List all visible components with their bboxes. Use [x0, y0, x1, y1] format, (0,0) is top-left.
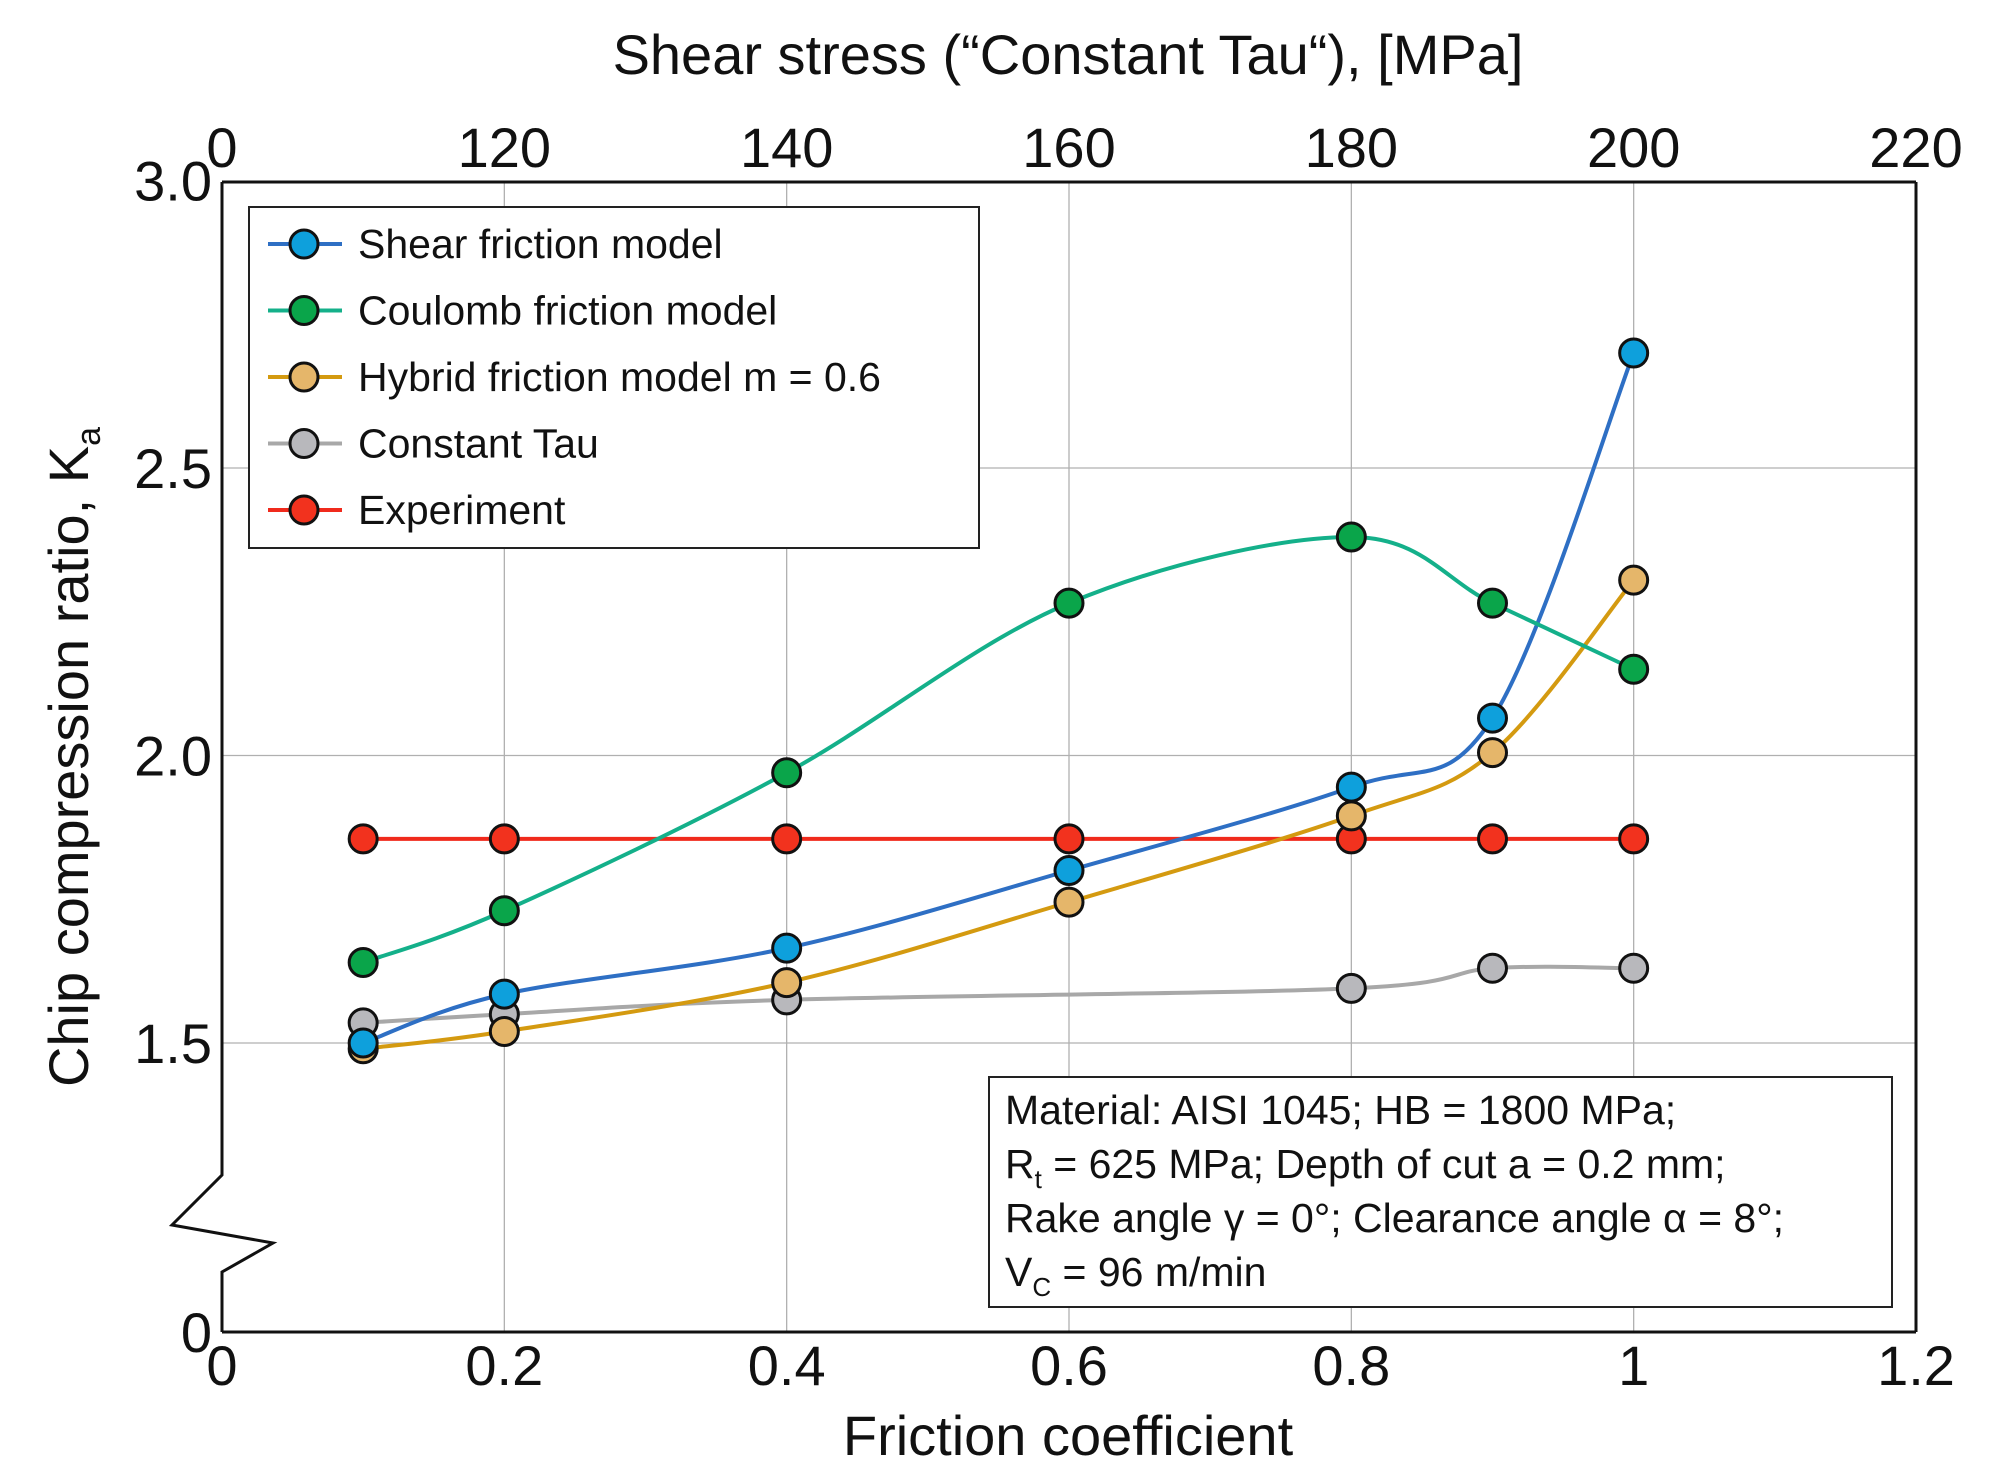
- legend-label: Hybrid friction model m = 0.6: [358, 354, 881, 400]
- annotation-text: = 625 MPa; Depth of cut a = 0.2 mm;: [1042, 1141, 1726, 1187]
- data-point: [488, 1016, 520, 1047]
- series-layer: [347, 337, 1650, 1065]
- data-point: [1335, 771, 1367, 803]
- y-tick-label: 2.5: [134, 437, 212, 500]
- x-axis-title: Friction coefficient: [843, 1404, 1294, 1467]
- series-line-0: [362, 352, 1636, 1045]
- data-point: [1477, 952, 1508, 984]
- legend-label: Shear friction model: [358, 221, 723, 267]
- x-tick-label: 1.2: [1877, 1334, 1955, 1397]
- annotation-text: = 96 m/min: [1051, 1249, 1266, 1295]
- annotation-line: Rake angle γ = 0°; Clearance angle α = 8…: [1005, 1195, 1784, 1241]
- legend-label: Experiment: [358, 487, 566, 533]
- annotation-line: Material: AISI 1045; HB = 1800 MPa;: [1005, 1087, 1676, 1133]
- annotation-subscript: t: [1035, 1164, 1043, 1194]
- annotation-text: V: [1005, 1249, 1033, 1295]
- top-x-tick-label: 160: [1022, 116, 1115, 179]
- legend-label: Constant Tau: [358, 421, 599, 467]
- data-point: [771, 823, 803, 855]
- y-axis-title-sub: a: [70, 427, 108, 446]
- series-line-1: [362, 534, 1635, 965]
- data-point: [1053, 823, 1085, 855]
- data-point: [1477, 587, 1508, 619]
- legend-box: [248, 206, 980, 549]
- annotation-subscript: C: [1032, 1272, 1051, 1302]
- data-point: [771, 967, 803, 999]
- legend-label: Coulomb friction model: [358, 288, 777, 334]
- x-tick-label: 1: [1618, 1334, 1649, 1397]
- data-point: [1618, 653, 1650, 685]
- legend-marker: [288, 428, 320, 459]
- x-tick-label: 0.4: [748, 1334, 826, 1397]
- data-point: [1618, 823, 1650, 855]
- series-line-3: [363, 964, 1634, 1025]
- annotation-text: R: [1005, 1141, 1035, 1187]
- annotation-line: VC = 96 m/min: [1005, 1249, 1266, 1302]
- data-point: [347, 947, 379, 978]
- top-axis-title: Shear stress (“Constant Tau“), [MPa]: [613, 23, 1524, 86]
- y-tick-label: 0: [181, 1301, 212, 1364]
- y-tick-label: 2.0: [134, 725, 212, 788]
- data-point: [771, 932, 803, 964]
- axes: 000.21200.41400.61600.818012001.222001.5…: [134, 116, 1963, 1397]
- x-tick-label: 0: [206, 1334, 237, 1397]
- y-axis-break-line: [168, 182, 278, 1332]
- data-point: [1053, 855, 1085, 886]
- data-point: [1335, 521, 1367, 553]
- annotation-box: Material: AISI 1045; HB = 1800 MPa; Rt = …: [988, 1076, 1893, 1308]
- annotation-text: Material: AISI 1045; HB = 1800 MPa;: [1005, 1087, 1676, 1133]
- data-point: [1053, 587, 1085, 619]
- data-point: [1477, 702, 1508, 734]
- data-point: [1335, 800, 1367, 832]
- data-point: [1618, 337, 1650, 369]
- top-x-tick-label: 200: [1587, 116, 1680, 179]
- data-point: [347, 823, 379, 855]
- x-tick-label: 0.8: [1312, 1334, 1390, 1397]
- y-tick-label: 3.0: [134, 150, 212, 213]
- top-x-tick-label: 180: [1305, 116, 1398, 179]
- data-point: [771, 757, 803, 789]
- data-point: [488, 895, 520, 927]
- legend-marker: [288, 228, 320, 260]
- annotation-line: Rt = 625 MPa; Depth of cut a = 0.2 mm;: [1005, 1141, 1726, 1194]
- data-point: [347, 1027, 379, 1059]
- data-point: [488, 978, 520, 1010]
- data-point: [1335, 972, 1367, 1004]
- legend-marker: [288, 295, 320, 326]
- data-point: [1053, 886, 1085, 918]
- data-point: [1618, 564, 1650, 596]
- y-tick-label: 1.5: [134, 1012, 212, 1075]
- data-point: [488, 823, 520, 855]
- x-tick-label: 0.2: [465, 1334, 543, 1397]
- y-axis-title: Chip compression ratio, Ka: [37, 427, 108, 1087]
- x-tick-label: 0.6: [1030, 1334, 1108, 1397]
- legend-marker: [288, 494, 320, 526]
- data-point: [1477, 823, 1508, 855]
- legend: Shear friction model Coulomb friction mod…: [248, 206, 980, 549]
- y-axis-title-main: Chip compression ratio, K: [37, 446, 100, 1087]
- annotation-frame: [988, 1076, 1893, 1308]
- annotation-text: Rake angle γ = 0°; Clearance angle α = 8…: [1005, 1195, 1784, 1241]
- top-x-tick-label: 220: [1869, 116, 1962, 179]
- top-x-tick-label: 120: [458, 116, 551, 179]
- data-point: [1618, 952, 1650, 984]
- legend-marker: [288, 361, 320, 393]
- top-x-tick-label: 140: [740, 116, 833, 179]
- top-x-tick-label: 0: [206, 116, 237, 179]
- data-point: [1477, 737, 1508, 769]
